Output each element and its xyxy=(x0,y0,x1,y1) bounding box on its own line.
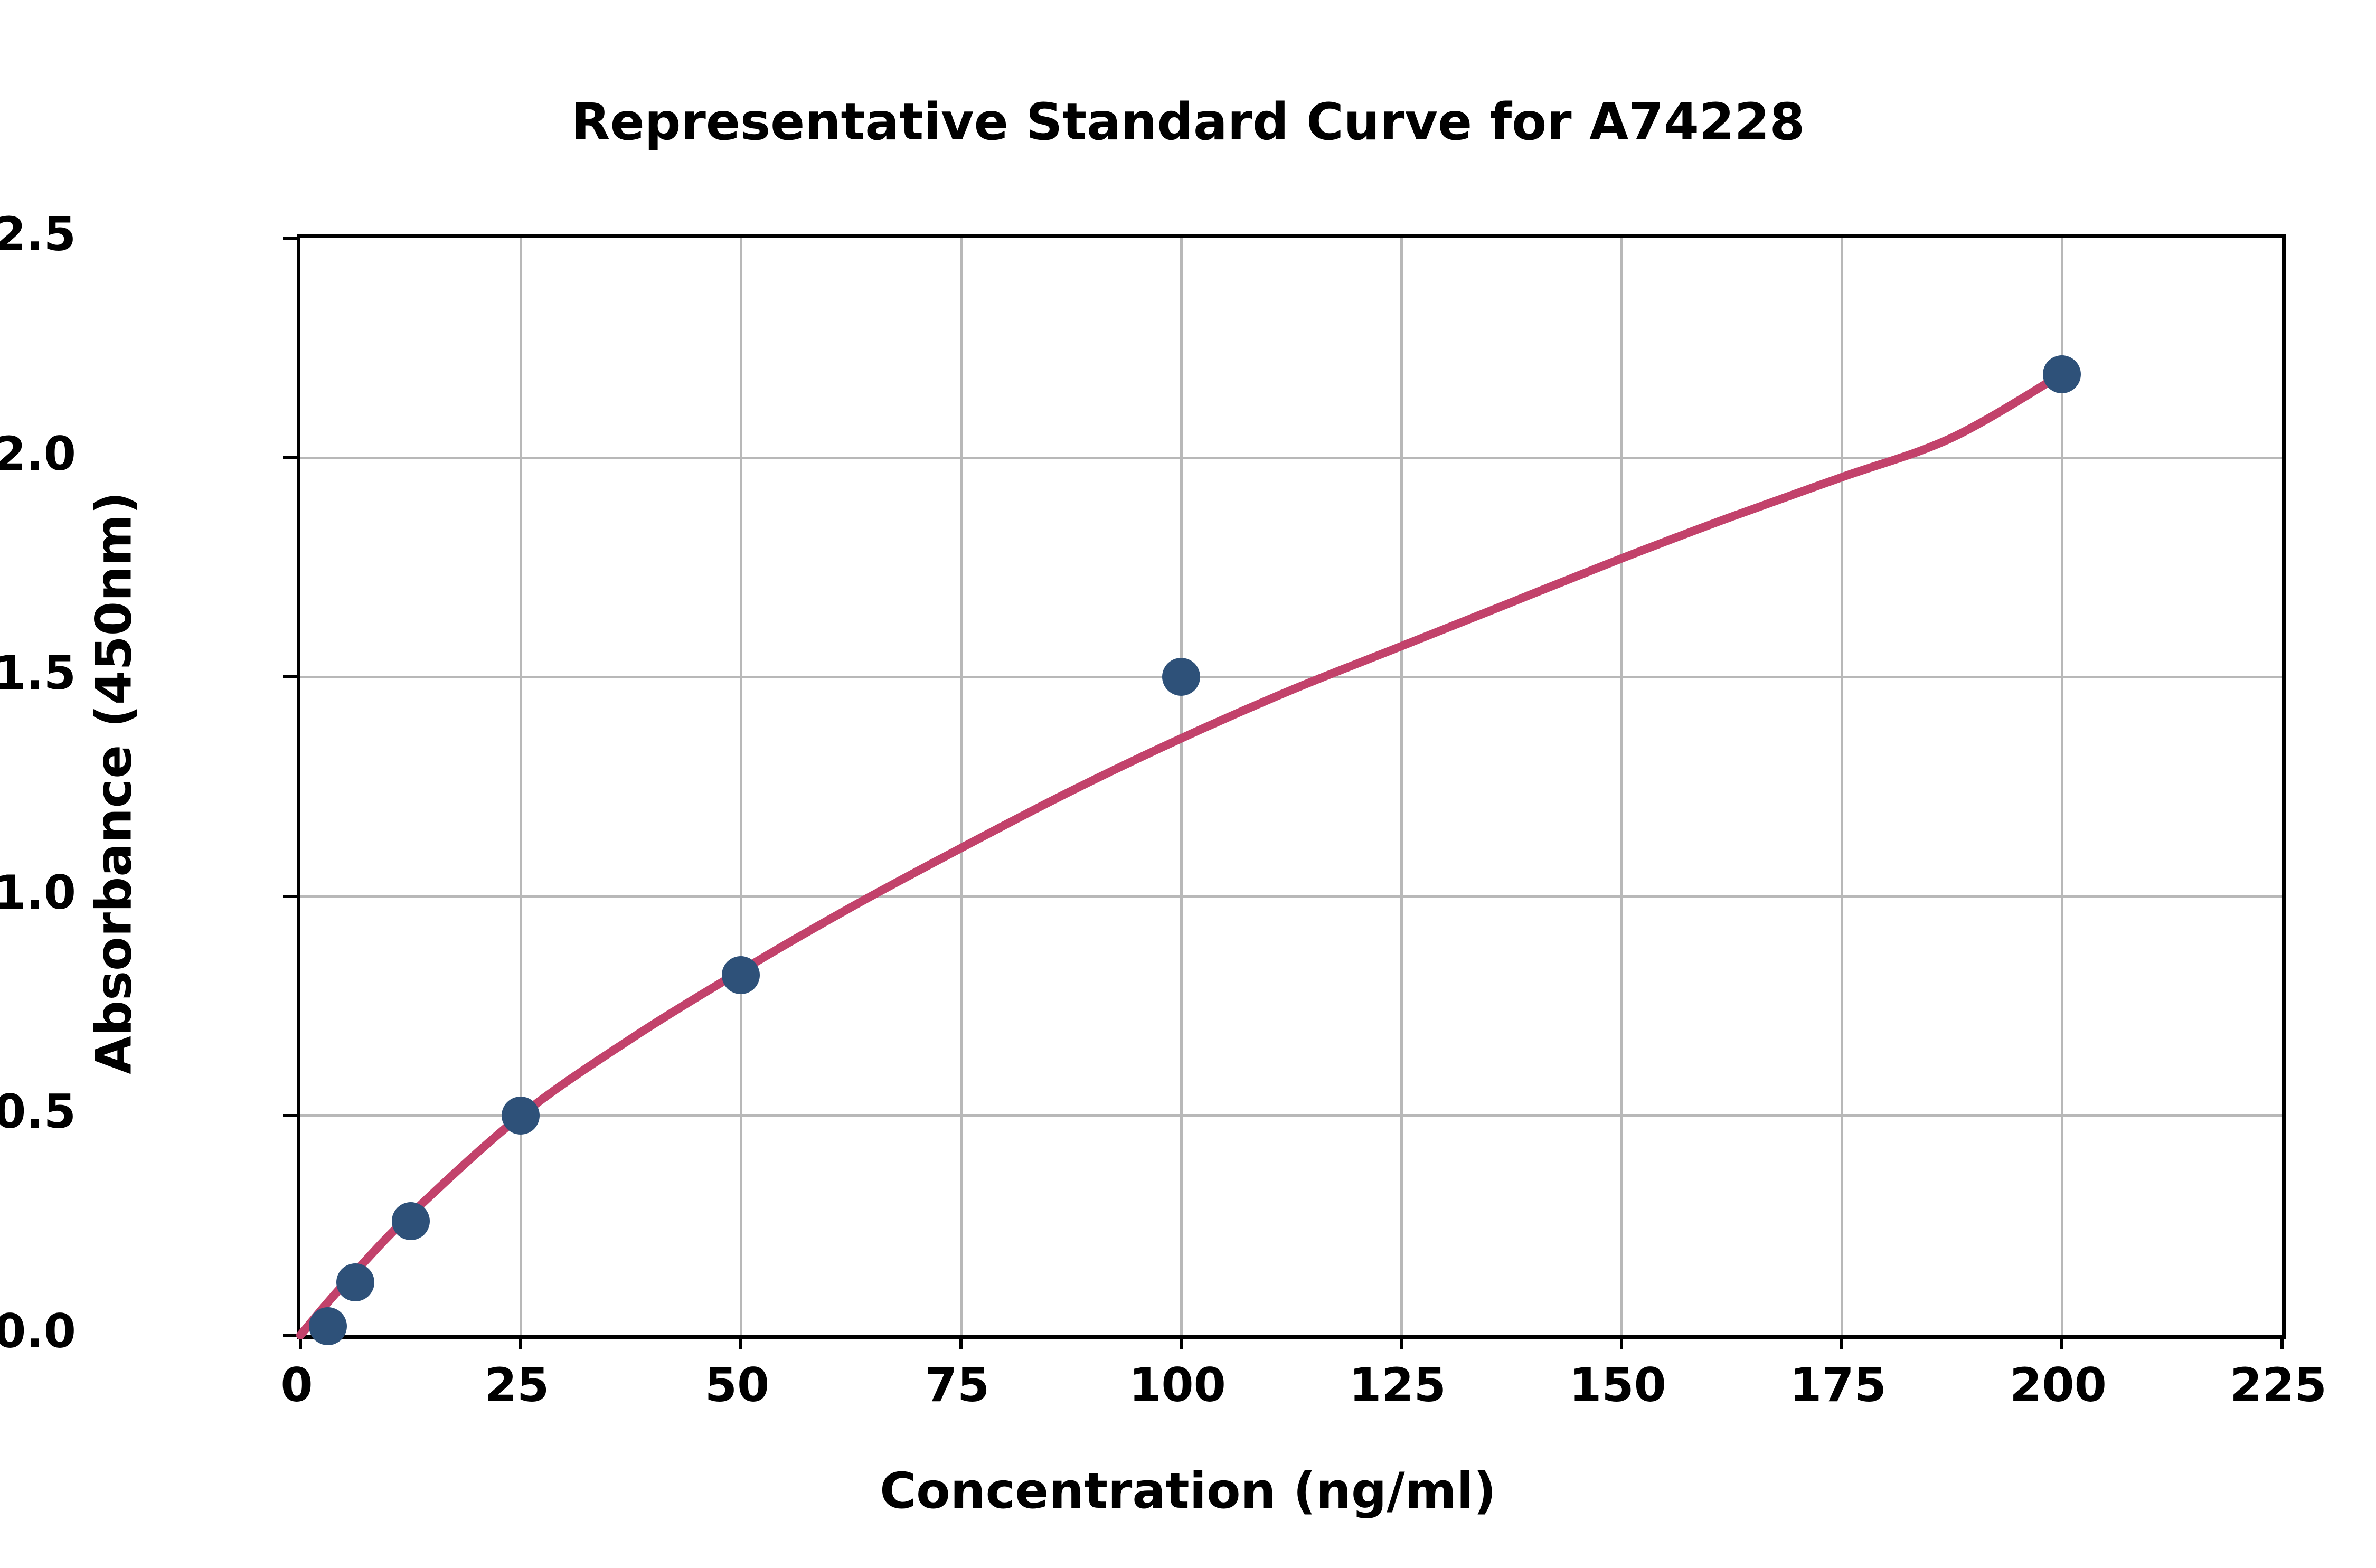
chart-title: Representative Standard Curve for A74228 xyxy=(571,92,1805,152)
x-axis-tick-label: 225 xyxy=(2230,1358,2327,1412)
x-axis-tick xyxy=(519,1335,522,1349)
y-axis-tick-label: 1.0 xyxy=(0,865,76,920)
fitted-curve-path xyxy=(296,370,2066,1339)
y-axis-tick xyxy=(283,675,297,679)
plot-area xyxy=(283,234,2286,1349)
gridline-vertical xyxy=(740,238,742,1335)
y-axis-tick xyxy=(283,1114,297,1118)
gridline-horizontal xyxy=(300,895,2282,898)
x-axis-tick xyxy=(1620,1335,1623,1349)
data-point-marker xyxy=(309,1307,347,1346)
y-axis-tick xyxy=(283,237,297,240)
gridline-horizontal xyxy=(300,676,2282,679)
data-point-marker xyxy=(2043,355,2081,393)
data-point-marker xyxy=(1162,658,1200,696)
y-axis-tick xyxy=(283,456,297,459)
gridline-vertical xyxy=(520,238,522,1335)
data-point-marker xyxy=(722,956,760,995)
gridline-vertical xyxy=(2061,238,2063,1335)
gridline-horizontal xyxy=(300,1114,2282,1118)
y-axis-tick-label: 1.5 xyxy=(0,646,76,701)
gridline-vertical xyxy=(1620,238,1623,1335)
x-axis-tick xyxy=(1400,1335,1403,1349)
x-axis-tick-label: 75 xyxy=(925,1358,990,1412)
data-point-marker xyxy=(391,1202,430,1240)
x-axis-tick xyxy=(1180,1335,1183,1349)
y-axis-tick xyxy=(283,1334,297,1337)
y-axis-tick xyxy=(283,894,297,898)
x-axis-tick xyxy=(299,1335,302,1349)
x-axis-tick-label: 50 xyxy=(704,1358,770,1412)
y-axis-tick-label: 2.5 xyxy=(0,207,76,261)
y-axis-tick-label: 0.0 xyxy=(0,1304,76,1358)
y-axis-tick-label: 2.0 xyxy=(0,426,76,481)
x-axis-tick xyxy=(2280,1335,2284,1349)
gridline-vertical xyxy=(1841,238,1843,1335)
x-axis-tick xyxy=(739,1335,742,1349)
x-axis-tick-label: 25 xyxy=(484,1358,550,1412)
x-axis-tick xyxy=(1840,1335,1843,1349)
data-point-marker xyxy=(336,1263,375,1302)
x-axis-tick-label: 150 xyxy=(1569,1358,1666,1412)
fitted-curve-layer xyxy=(296,370,2066,1339)
y-axis-label: Absorbance (450nm) xyxy=(85,492,143,1074)
x-axis-tick-label: 0 xyxy=(280,1358,313,1412)
gridline-horizontal xyxy=(300,456,2282,459)
x-axis-label: Concentration (ng/ml) xyxy=(880,1462,1496,1520)
data-point-marker xyxy=(502,1097,540,1135)
plot-inner xyxy=(283,237,2284,1349)
gridline-vertical xyxy=(1400,238,1403,1335)
x-axis-tick-label: 200 xyxy=(2010,1358,2107,1412)
x-axis-tick xyxy=(959,1335,963,1349)
gridline-vertical xyxy=(1180,238,1183,1335)
x-axis-tick-label: 175 xyxy=(1789,1358,1887,1412)
x-axis-tick-label: 125 xyxy=(1349,1358,1446,1412)
x-axis-tick-label: 100 xyxy=(1129,1358,1226,1412)
x-axis-tick xyxy=(2060,1335,2063,1349)
y-axis-tick-label: 0.5 xyxy=(0,1084,76,1139)
gridline-vertical xyxy=(960,238,963,1335)
